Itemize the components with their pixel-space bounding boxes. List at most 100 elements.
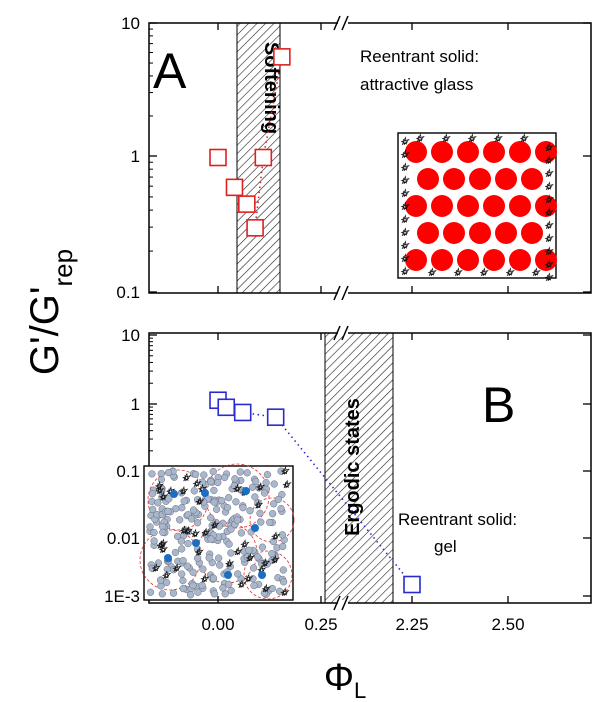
x-axis-title: ΦL [324,657,367,702]
inset-b-particle [163,578,171,587]
inset-a-polymer [544,220,554,230]
y-tick-label: 0.1 [116,283,140,302]
inset-b-particle [223,504,232,512]
inset-b-node [192,539,200,547]
inset-a-particle [509,195,531,217]
inset-b-particle [236,468,244,476]
x-axis-title-sub: L [354,678,366,702]
inset-b-particle [243,469,251,477]
inset-b-polymer [201,527,211,537]
inset-b-particle [214,478,222,487]
inset-b-particle [177,537,185,545]
inset-b-polymer [255,481,266,491]
inset-b-particle [269,510,277,518]
inset-b-particle [250,581,258,590]
inset-b-polymer [254,499,264,509]
inset-b-particle [216,561,224,569]
axis-break-marks [333,15,349,611]
inset-b-particle [266,518,274,527]
inset-b-polymer [210,520,220,529]
x-tick-label: 2.25 [395,615,428,634]
y-tick-label: 1E-3 [104,587,140,606]
inset-b-node [164,554,172,562]
inset-b-particle [207,535,215,543]
inset-a-polymer [400,253,410,263]
inset-b-particle [274,495,283,504]
axis-break-gap [338,290,348,296]
inset-b-particle [268,584,277,593]
inset-b-particle [209,574,218,582]
inset-b-particle [192,470,200,479]
inset-b-particle [227,549,235,557]
inset-a-particle [443,222,465,244]
inset-a-particle [469,222,491,244]
inset-b-particle [280,578,288,586]
inset-b-polymer [156,540,166,549]
inset-b-node [170,490,178,498]
panel-b-series [209,391,421,594]
inset-b-particle [227,525,235,533]
x-axis-ticks: 0.00 0.25 2.25 2.50 [201,23,525,634]
panel-b-annotation-line1: Reentrant solid: [398,510,517,529]
inset-b-particle [237,529,246,537]
panel-b: Ergodic states B Reentrant solid: gel 1E… [104,326,592,606]
inset-b-particle [219,584,227,592]
inset-b-polymer [182,472,192,482]
inset-b-particle [261,489,269,497]
inset-a-particle [483,249,505,271]
inset-b-particle [189,568,197,576]
inset-a-particle [405,249,427,271]
inset-b-polymer [260,557,271,567]
panel-a-point [225,178,244,197]
y-axis-title-main: G'/G' [23,286,67,375]
inset-b-particle [225,494,233,502]
inset-b-polymer [245,552,255,562]
panel-a-connector [254,157,265,228]
inset-a-particle [405,195,427,217]
svg-text:ΦL: ΦL [324,657,367,702]
y-axis-title-sub: rep [48,249,78,287]
inset-b-particle [278,531,287,539]
inset-a-polymer [544,207,554,217]
inset-b-particle [184,539,192,548]
inset-a-particle [521,222,543,244]
axis-break-slash [333,285,341,301]
y-tick-label: 0.1 [116,462,140,481]
inset-b-polymer [237,579,247,589]
inset-b-polymer [194,546,204,556]
inset-b-polymer [225,558,235,568]
panel-a-frame [148,22,592,294]
inset-b-particle [277,505,285,513]
inset-b-node [258,571,266,579]
inset-attractive-glass [397,132,557,282]
inset-a-particle [509,141,531,163]
axis-break-slash [333,595,341,611]
inset-b-particle [179,576,187,585]
inset-b-particle [254,553,262,561]
inset-a-polymer [544,181,554,191]
inset-b-particle [232,498,240,506]
inset-b-particle [207,478,215,486]
inset-b-particle [149,505,157,514]
inset-b-particle [187,591,195,599]
inset-b-polymer [158,491,169,501]
y-tick-label: 1 [131,147,140,166]
panel-a-series [209,48,291,237]
inset-a-polymer [400,227,410,237]
inset-b-particle [183,562,191,570]
inset-b-particle [148,497,156,506]
inset-b-particle [233,516,242,524]
inset-a-polymer [400,149,410,159]
y-tick-label: 10 [121,326,140,345]
inset-b-particle [210,590,219,598]
ergodic-states-label: Ergodic states [342,398,364,536]
y-tick-label: 0.01 [107,529,140,548]
inset-b-particle [246,507,254,515]
inset-a-particle [457,249,479,271]
inset-b-cluster-outline [243,550,293,600]
inset-a-polymer [400,201,410,211]
inset-a-particle [521,168,543,190]
inset-b-polymer [190,528,201,538]
inset-a-polymer [505,267,515,277]
inset-a-polymer [544,259,554,269]
